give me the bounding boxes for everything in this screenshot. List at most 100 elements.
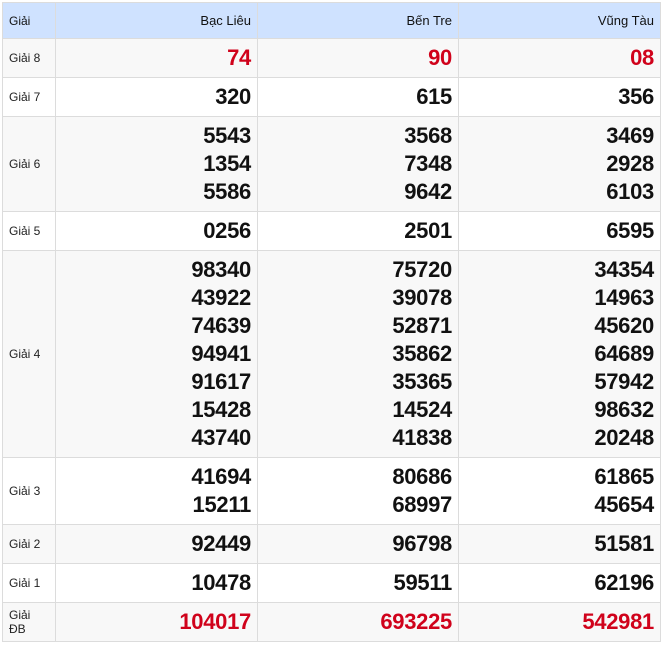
prize-label: Giải 7 [2, 77, 56, 117]
header-province[interactable]: Bến Tre [257, 2, 459, 39]
prize-label: Giải ĐB [2, 602, 56, 642]
result-number: 57942 [594, 369, 654, 394]
result-cell: 41694 15211 [55, 457, 258, 525]
result-cell: 3469 2928 6103 [458, 116, 661, 212]
result-number: 615 [416, 84, 452, 109]
result-number: 08 [630, 45, 654, 70]
result-number: 74639 [191, 313, 251, 338]
result-cell: 10478 [55, 563, 258, 603]
result-number: 45654 [594, 492, 654, 517]
result-number: 3469 [606, 123, 654, 148]
result-cell: 2501 [257, 211, 459, 251]
result-cell: 51581 [458, 524, 661, 564]
result-number: 41694 [191, 464, 251, 489]
result-cell: 5543 1354 5586 [55, 116, 258, 212]
result-number: 98632 [594, 397, 654, 422]
result-number: 320 [215, 84, 251, 109]
result-number: 7348 [404, 151, 452, 176]
result-number: 693225 [380, 609, 452, 634]
result-cell: 59511 [257, 563, 459, 603]
header-prize: Giải [2, 2, 56, 39]
prize-label: Giải 4 [2, 250, 56, 458]
result-number: 43740 [191, 425, 251, 450]
result-cell: 34354 14963 45620 64689 57942 98632 20248 [458, 250, 661, 458]
result-cell: 6595 [458, 211, 661, 251]
result-number: 45620 [594, 313, 654, 338]
prize-row: Giải 2 92449 96798 51581 [2, 524, 661, 564]
result-number: 91617 [191, 369, 251, 394]
result-number: 20248 [594, 425, 654, 450]
prize-row: Giải 3 41694 15211 80686 68997 61865 45654 [2, 457, 661, 525]
prize-row: Giải 8 74 90 08 [2, 38, 661, 78]
result-number: 14963 [594, 285, 654, 310]
result-cell: 3568 7348 9642 [257, 116, 459, 212]
result-number: 542981 [582, 609, 654, 634]
result-cell: 75720 39078 52871 35862 35365 14524 41838 [257, 250, 459, 458]
result-number: 64689 [594, 341, 654, 366]
result-number: 1354 [203, 151, 251, 176]
result-number: 9642 [404, 179, 452, 204]
prize-label: Giải 2 [2, 524, 56, 564]
result-number: 98340 [191, 257, 251, 282]
result-number: 15428 [191, 397, 251, 422]
result-number: 2501 [404, 218, 452, 243]
result-cell: 98340 43922 74639 94941 91617 15428 43740 [55, 250, 258, 458]
result-number: 61865 [594, 464, 654, 489]
result-cell: 92449 [55, 524, 258, 564]
result-number: 39078 [392, 285, 452, 310]
result-cell: 62196 [458, 563, 661, 603]
result-number: 75720 [392, 257, 452, 282]
result-cell: 0256 [55, 211, 258, 251]
result-number: 96798 [392, 531, 452, 556]
header-row: Giải Bạc Liêu Bến Tre Vũng Tàu [2, 2, 661, 39]
result-number: 51581 [594, 531, 654, 556]
result-cell: 96798 [257, 524, 459, 564]
prize-row: Giải 6 5543 1354 5586 3568 7348 9642 3469 2928 61… [2, 116, 661, 212]
result-cell: 320 [55, 77, 258, 117]
result-cell: 104017 [55, 602, 258, 642]
result-number: 10478 [191, 570, 251, 595]
lottery-results-table: Giải Bạc Liêu Bến Tre Vũng Tàu Giải 8 74 9… [2, 2, 661, 642]
result-number: 6103 [606, 179, 654, 204]
prize-row: Giải 1 10478 59511 62196 [2, 563, 661, 603]
result-number: 15211 [192, 492, 252, 517]
prize-row: Giải 7 320 615 356 [2, 77, 661, 117]
result-number: 62196 [594, 570, 654, 595]
result-number: 5543 [203, 123, 251, 148]
result-number: 5586 [203, 179, 251, 204]
result-cell: 90 [257, 38, 459, 78]
result-number: 90 [428, 45, 452, 70]
prize-label: Giải 3 [2, 457, 56, 525]
result-number: 34354 [594, 257, 654, 282]
result-cell: 615 [257, 77, 459, 117]
prize-label: Giải 6 [2, 116, 56, 212]
prize-row: Giải ĐB 104017 693225 542981 [2, 602, 661, 642]
header-province[interactable]: Vũng Tàu [458, 2, 661, 39]
result-number: 41838 [392, 425, 452, 450]
result-number: 14524 [392, 397, 452, 422]
result-cell: 80686 68997 [257, 457, 459, 525]
result-number: 35862 [392, 341, 452, 366]
result-number: 6595 [606, 218, 654, 243]
result-cell: 542981 [458, 602, 661, 642]
result-number: 35365 [392, 369, 452, 394]
result-number: 2928 [606, 151, 654, 176]
result-cell: 693225 [257, 602, 459, 642]
result-cell: 08 [458, 38, 661, 78]
prize-label: Giải 8 [2, 38, 56, 78]
result-cell: 356 [458, 77, 661, 117]
prize-row: Giải 4 98340 43922 74639 94941 91617 15428 4374… [2, 250, 661, 458]
result-number: 68997 [392, 492, 452, 517]
result-number: 74 [227, 45, 251, 70]
result-number: 94941 [191, 341, 251, 366]
result-number: 59511 [393, 570, 453, 595]
result-cell: 61865 45654 [458, 457, 661, 525]
prize-row: Giải 5 0256 2501 6595 [2, 211, 661, 251]
result-number: 356 [618, 84, 654, 109]
prize-label: Giải 1 [2, 563, 56, 603]
result-number: 0256 [203, 218, 251, 243]
result-number: 52871 [392, 313, 452, 338]
result-cell: 74 [55, 38, 258, 78]
header-province[interactable]: Bạc Liêu [55, 2, 258, 39]
result-number: 92449 [191, 531, 251, 556]
